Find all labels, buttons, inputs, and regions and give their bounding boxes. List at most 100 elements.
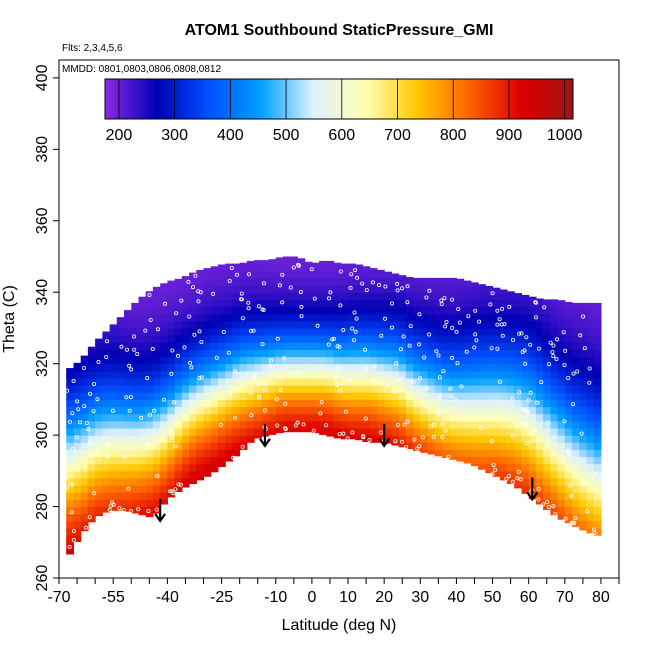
heatmap-cell (355, 320, 364, 329)
heatmap-cell (434, 342, 443, 350)
heatmap-cell (196, 385, 205, 393)
heatmap-cell (109, 478, 118, 486)
observation-point (446, 454, 451, 459)
heatmap-cell (218, 292, 226, 300)
heatmap-cell (152, 392, 161, 400)
heatmap-cell (304, 349, 313, 358)
heatmap-cell (528, 370, 537, 379)
heatmap-cell (492, 385, 501, 393)
heatmap-cell (543, 385, 551, 393)
heatmap-cell (232, 428, 241, 436)
heatmap-cell (398, 277, 407, 286)
heatmap-cell (514, 293, 522, 300)
heatmap-cell (528, 299, 537, 308)
heatmap-cell (449, 285, 457, 293)
heatmap-cell (391, 335, 400, 343)
heatmap-cell (586, 406, 595, 415)
heatmap-cell (196, 342, 205, 350)
heatmap-cell (478, 370, 486, 379)
heatmap-cell (557, 449, 566, 458)
heatmap-cell (275, 277, 284, 286)
heatmap-cell (376, 277, 385, 286)
heatmap-cell (579, 442, 588, 450)
y-tick-label: 280 (34, 493, 51, 520)
heatmap-cell (196, 392, 205, 400)
heatmap-cell (369, 327, 378, 336)
heatmap-cell (181, 428, 190, 436)
heatmap-cell (246, 277, 255, 286)
heatmap-cell (87, 478, 96, 486)
heatmap-cell (174, 349, 183, 358)
observation-point (69, 510, 74, 515)
heatmap-cell (572, 313, 580, 322)
heatmap-cell (66, 442, 74, 450)
heatmap-cell (254, 277, 262, 286)
heatmap-cell (405, 349, 414, 358)
heatmap-cell (572, 377, 580, 386)
heatmap-cell (507, 363, 515, 372)
observation-point (318, 411, 323, 416)
heatmap-cell (102, 470, 111, 479)
heatmap-cell (405, 306, 414, 315)
heatmap-cell (348, 377, 356, 386)
heatmap-cell (586, 463, 595, 472)
heatmap-cell (73, 370, 82, 379)
heatmap-cell (550, 485, 559, 493)
heatmap-cell (174, 385, 183, 393)
heatmap-cell (174, 292, 183, 300)
heatmap-cell (239, 313, 248, 322)
heatmap-cell (131, 478, 140, 486)
heatmap-cell (449, 428, 457, 436)
heatmap-cell (203, 449, 212, 458)
heatmap-cell (268, 263, 277, 272)
dates-annotation: MMDD: 0801,0803,0806,0808,0812 (62, 64, 221, 75)
observation-point (246, 306, 251, 311)
heatmap-cell (499, 435, 508, 443)
heatmap-cell (572, 342, 580, 350)
observation-point (567, 451, 572, 456)
heatmap-cell (348, 277, 356, 286)
heatmap-cell (283, 420, 291, 429)
observation-point (343, 409, 348, 414)
heatmap-cell (340, 385, 349, 393)
heatmap-cell (138, 392, 147, 400)
heatmap-cell (181, 442, 190, 450)
heatmap-cell (485, 420, 494, 429)
heatmap-cell (535, 299, 544, 308)
heatmap-cell (521, 356, 530, 365)
heatmap-cell (203, 370, 212, 379)
heatmap-cell (564, 442, 573, 450)
heatmap-cell (405, 392, 414, 400)
heatmap-cell (456, 320, 465, 329)
heatmap-cell (210, 266, 219, 272)
heatmap-cell (507, 435, 515, 443)
heatmap-cell (167, 413, 176, 422)
heatmap-cell (456, 299, 465, 308)
heatmap-cell (138, 485, 147, 493)
heatmap-cell (340, 270, 349, 279)
heatmap-cell (369, 399, 378, 408)
heatmap-cell (297, 258, 306, 265)
colorbar-tick-label: 400 (217, 127, 244, 144)
heatmap-cell (543, 492, 551, 500)
heatmap-cell (579, 335, 588, 343)
heatmap-cell (189, 313, 197, 322)
heatmap-cell (218, 370, 226, 379)
heatmap-cell (333, 392, 342, 400)
heatmap-cell (405, 285, 414, 293)
heatmap-cell (254, 385, 262, 393)
observation-point (233, 369, 238, 374)
heatmap-cell (470, 313, 479, 322)
observation-point (324, 423, 329, 428)
heatmap-cell (87, 449, 96, 458)
heatmap-cell (572, 485, 580, 493)
observation-point (437, 395, 442, 400)
heatmap-cell (225, 263, 233, 272)
heatmap-cell (456, 363, 465, 372)
heatmap-cell (283, 385, 291, 393)
heatmap-cell (138, 377, 147, 386)
heatmap-cell (427, 342, 436, 350)
heatmap-cell (413, 277, 421, 286)
heatmap-cell (181, 363, 190, 372)
heatmap-cell (290, 399, 298, 408)
